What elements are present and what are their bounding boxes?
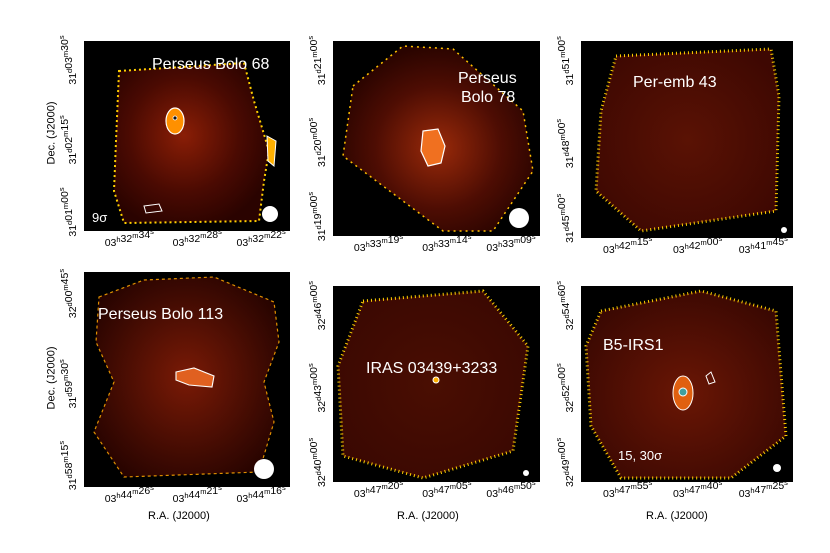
secondary-contour: [705, 371, 716, 385]
panel-perseus-bolo-78: Perseus Bolo 78: [333, 41, 540, 236]
source-contour: [420, 128, 446, 167]
map-image: Perseus Bolo 113: [84, 272, 290, 487]
panel-iras-03439-3233: IRAS 03439+3233: [333, 286, 540, 482]
source-peak: [172, 115, 178, 121]
emission-edge-right: [266, 135, 277, 168]
emission-region: [112, 61, 271, 225]
y-tick-label: 32d40m00s: [306, 438, 328, 487]
beam-icon: [262, 206, 278, 222]
map-image: IRAS 03439+3233: [333, 286, 540, 482]
map-image: Perseus Bolo 68 9σ: [84, 41, 290, 231]
y-tick-label: 32d43m00s: [306, 363, 328, 412]
y-tick-label: 31d58m15s: [57, 441, 79, 490]
y-tick-label: 31d01m00s: [57, 187, 79, 236]
panel-title: B5-IRS1: [603, 337, 664, 354]
y-tick-label: 32d54m60s: [554, 281, 576, 330]
y-tick-label: 31d51m00s: [554, 36, 576, 85]
beam-icon: [773, 464, 781, 472]
panel-note: 15, 30σ: [618, 448, 662, 463]
beam-icon: [254, 459, 274, 479]
emission-region: [594, 47, 781, 233]
beam-icon: [523, 470, 529, 476]
panel-title: Perseus Bolo 113: [98, 306, 223, 323]
y-tick-label: 31d21m00s: [306, 36, 328, 85]
beam-icon: [781, 227, 787, 233]
source-contour: [432, 376, 440, 384]
y-tick-label: 32d46m00s: [306, 281, 328, 330]
y-tick-label: 32d49m00s: [554, 438, 576, 487]
panel-title: IRAS 03439+3233: [366, 360, 497, 377]
y-axis-label-top: Dec. (J2000): [45, 101, 58, 165]
y-tick-label: 32d52m00s: [554, 363, 576, 412]
source-contour: [175, 367, 215, 388]
edge-contour-bottom: [143, 203, 163, 214]
panel-title-line1: Perseus: [458, 70, 517, 87]
panel-perseus-bolo-68: Perseus Bolo 68 9σ: [84, 41, 290, 231]
panel-title: Perseus Bolo 68: [152, 56, 270, 73]
map-image: B5-IRS1 15, 30σ: [581, 286, 793, 482]
panel-b5-irs1: B5-IRS1 15, 30σ: [581, 286, 793, 482]
y-tick-label: 32d00m45s: [57, 269, 79, 318]
panel-title: Per-emb 43: [633, 74, 717, 91]
x-axis-label-p6: R.A. (J2000): [646, 510, 708, 522]
x-axis-label-p5: R.A. (J2000): [397, 510, 459, 522]
emission-region: [336, 289, 530, 480]
x-axis-label-p4: R.A. (J2000): [148, 510, 210, 522]
y-tick-label: 31d19m00s: [306, 192, 328, 241]
source-contour-inner: [678, 387, 688, 397]
panel-note: 9σ: [92, 210, 107, 225]
beam-icon: [509, 208, 529, 228]
y-tick-label: 31d45m00s: [554, 193, 576, 242]
y-tick-label: 31d02m15s: [57, 115, 79, 164]
map-image: Perseus Bolo 78: [333, 41, 540, 236]
y-tick-label: 31d20m00s: [306, 118, 328, 167]
y-tick-label: 31d59m30s: [57, 359, 79, 408]
y-axis-label-bottom: Dec. (J2000): [45, 346, 58, 410]
source-contour: [165, 107, 185, 135]
panel-title-line2: Bolo 78: [461, 89, 515, 106]
panel-per-emb-43: Per-emb 43: [581, 41, 793, 238]
y-tick-label: 31d48m00s: [554, 119, 576, 168]
map-image: Per-emb 43: [581, 41, 793, 238]
y-tick-label: 31d03m30s: [57, 35, 79, 84]
panel-perseus-bolo-113: Perseus Bolo 113: [84, 272, 290, 487]
